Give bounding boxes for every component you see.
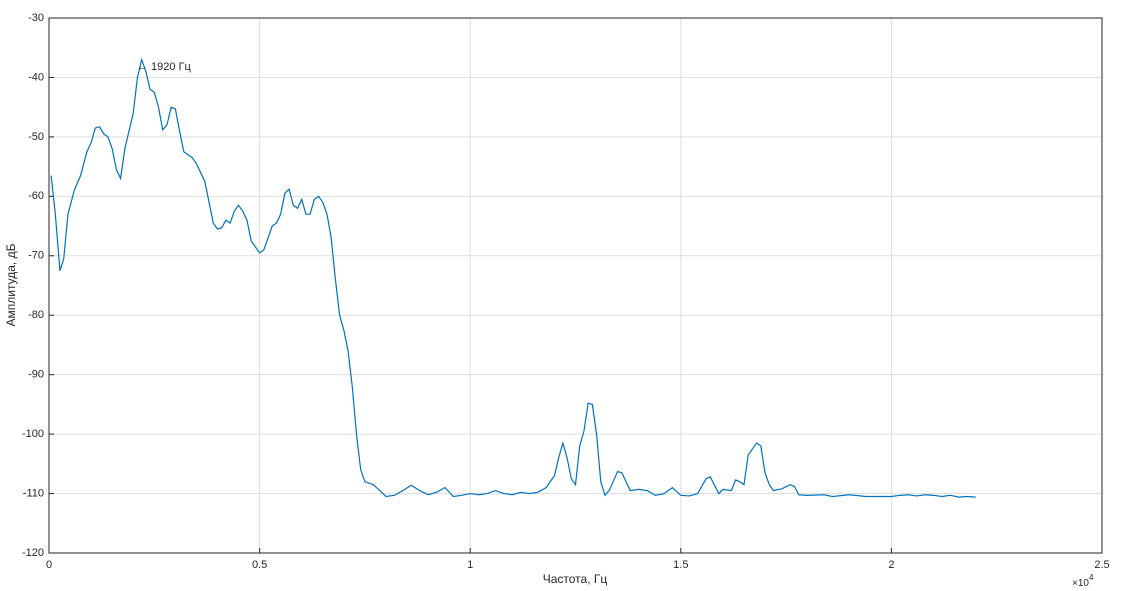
x-tick-label: 2: [888, 559, 894, 571]
y-tick-label: -30: [28, 12, 44, 24]
y-tick-label: -60: [28, 190, 44, 202]
y-tick-label: -70: [28, 250, 44, 262]
x-tick-label: 2.5: [1094, 559, 1109, 571]
y-axis-label: Амплитуда, дБ: [4, 243, 18, 326]
x-tick-label: 0: [46, 559, 52, 571]
plot-area: [49, 18, 1102, 553]
x-multiplier: ×104: [1072, 573, 1094, 589]
data-line: [50, 57, 976, 498]
x-tick-label: 1.5: [673, 559, 688, 571]
annotation: ← 1920 Гц: [137, 61, 192, 73]
y-tick-label: -50: [28, 131, 44, 143]
y-tick-label: -90: [28, 369, 44, 381]
y-tick-label: -40: [28, 71, 44, 83]
x-multiplier-base: ×10: [1072, 578, 1089, 589]
x-multiplier-exponent: 4: [1089, 573, 1094, 582]
lines: [48, 17, 1103, 554]
y-tick-label: -120: [22, 547, 44, 559]
y-tick-label: -110: [23, 487, 44, 499]
y-tick-label: -80: [28, 309, 44, 321]
x-tick-label: 1: [467, 559, 473, 571]
x-axis-label: Частота, Гц: [543, 572, 608, 586]
x-tick-label: 0.5: [252, 559, 267, 571]
axes-box: [48, 17, 1103, 554]
y-tick-label: -100: [22, 428, 44, 440]
